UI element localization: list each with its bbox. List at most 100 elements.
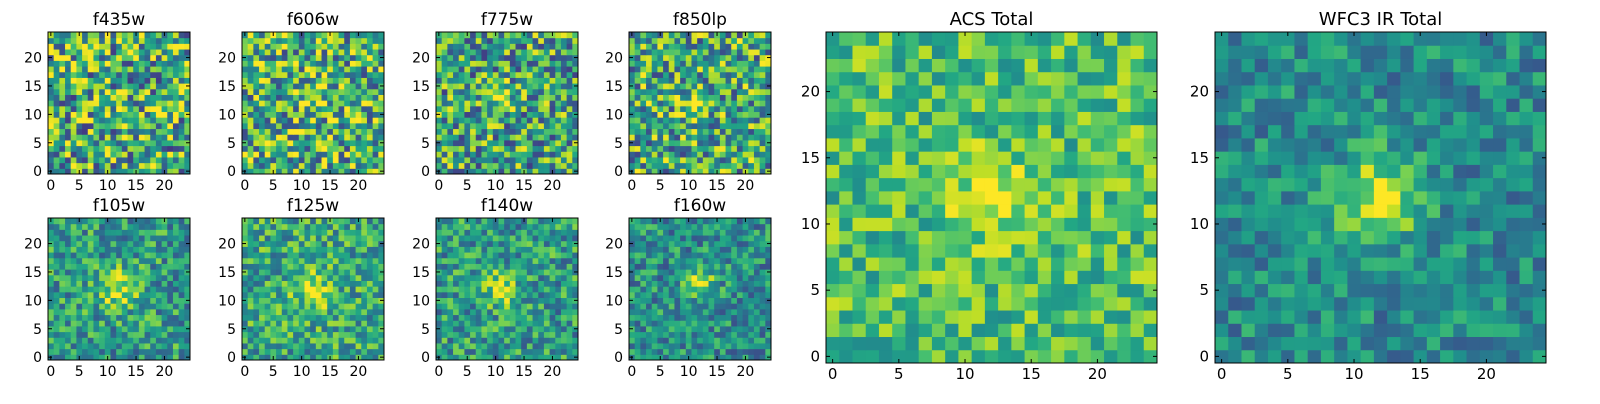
heatmap-cell <box>464 263 470 269</box>
heatmap-cell <box>105 117 111 123</box>
heatmap-cell <box>737 134 743 140</box>
heatmap-cell <box>748 309 754 315</box>
heatmap-cell <box>436 235 442 241</box>
heatmap-cell <box>680 83 686 89</box>
heatmap-cell <box>150 224 156 230</box>
heatmap-cell <box>726 292 732 298</box>
heatmap-cell <box>304 163 310 169</box>
heatmap-cell <box>555 94 561 100</box>
heatmap-cell <box>674 94 680 100</box>
heatmap-cell <box>116 332 122 338</box>
heatmap-cell <box>447 269 453 275</box>
heatmap-cell <box>287 332 293 338</box>
heatmap-cell <box>533 72 539 78</box>
heatmap-cell <box>327 38 333 44</box>
heatmap-cell <box>487 43 493 49</box>
heatmap-cell <box>760 134 766 140</box>
heatmap-cell <box>669 275 675 281</box>
heatmap-cell <box>674 55 680 61</box>
heatmap-cell <box>493 123 499 129</box>
heatmap-cell <box>304 83 310 89</box>
heatmap-cell <box>726 286 732 292</box>
heatmap-cell <box>122 32 128 38</box>
heatmap-cell <box>516 151 522 157</box>
heatmap-cell <box>173 100 179 106</box>
heatmap-cell <box>293 163 299 169</box>
heatmap-cell <box>748 89 754 95</box>
heatmap-cell <box>691 72 697 78</box>
heatmap-cell <box>110 258 116 264</box>
heatmap-cell <box>731 43 737 49</box>
heatmap-cell <box>116 157 122 163</box>
heatmap-cell <box>453 286 459 292</box>
panel-title: f606w <box>287 10 339 30</box>
heatmap-cell <box>122 337 128 343</box>
heatmap-cell <box>82 337 88 343</box>
heatmap-cell <box>436 77 442 83</box>
heatmap-cell <box>162 224 168 230</box>
heatmap-cell <box>76 332 82 338</box>
heatmap-cell <box>287 77 293 83</box>
heatmap-cell <box>657 315 663 321</box>
heatmap-cell <box>361 43 367 49</box>
heatmap-cell <box>510 100 516 106</box>
heatmap-cell <box>669 315 675 321</box>
heatmap-cell <box>373 117 379 123</box>
heatmap-cell <box>657 292 663 298</box>
heatmap-cell <box>686 275 692 281</box>
heatmap-cell <box>521 309 527 315</box>
heatmap-cell <box>270 332 276 338</box>
heatmap-cell <box>640 292 646 298</box>
heatmap-cell <box>248 151 254 157</box>
heatmap-cell <box>65 263 71 269</box>
heatmap-cell <box>356 60 362 66</box>
heatmap-cell <box>498 303 504 309</box>
heatmap-cell <box>527 66 533 72</box>
heatmap-cell <box>516 38 522 44</box>
heatmap-cell <box>82 100 88 106</box>
heatmap-cell <box>265 157 271 163</box>
heatmap-cell <box>88 275 94 281</box>
heatmap-cell <box>481 123 487 129</box>
heatmap-cell <box>674 66 680 72</box>
heatmap-cell <box>720 89 726 95</box>
heatmap-cell <box>54 129 60 135</box>
heatmap-cell <box>293 263 299 269</box>
heatmap-cell <box>162 94 168 100</box>
heatmap-cell <box>150 269 156 275</box>
heatmap-cell <box>259 38 265 44</box>
heatmap-cell <box>538 83 544 89</box>
heatmap-cell <box>344 303 350 309</box>
heatmap-cell <box>162 275 168 281</box>
heatmap-cell <box>179 32 185 38</box>
heatmap-cell <box>105 258 111 264</box>
heatmap-cell <box>299 112 305 118</box>
heatmap-cell <box>521 117 527 123</box>
heatmap-cell <box>373 246 379 252</box>
heatmap-cell <box>293 146 299 152</box>
heatmap-cell <box>737 83 743 89</box>
heatmap-cell <box>270 246 276 252</box>
heatmap-cell <box>105 275 111 281</box>
heatmap-cell <box>71 157 77 163</box>
heatmap-cell <box>65 286 71 292</box>
heatmap-cell <box>179 286 185 292</box>
heatmap-cell <box>476 140 482 146</box>
heatmap-cell <box>487 218 493 224</box>
heatmap-cell <box>99 151 105 157</box>
heatmap-cell <box>533 235 539 241</box>
heatmap-cell <box>156 55 162 61</box>
heatmap-cell <box>59 315 65 321</box>
heatmap-cell <box>510 269 516 275</box>
heatmap-cell <box>691 112 697 118</box>
heatmap-cell <box>550 72 556 78</box>
heatmap-cell <box>714 66 720 72</box>
heatmap-cell <box>709 315 715 321</box>
heatmap-cell <box>691 309 697 315</box>
heatmap-cell <box>538 134 544 140</box>
heatmap-cell <box>493 89 499 95</box>
heatmap-cell <box>533 241 539 247</box>
heatmap-cell <box>635 326 641 332</box>
heatmap-cell <box>270 72 276 78</box>
